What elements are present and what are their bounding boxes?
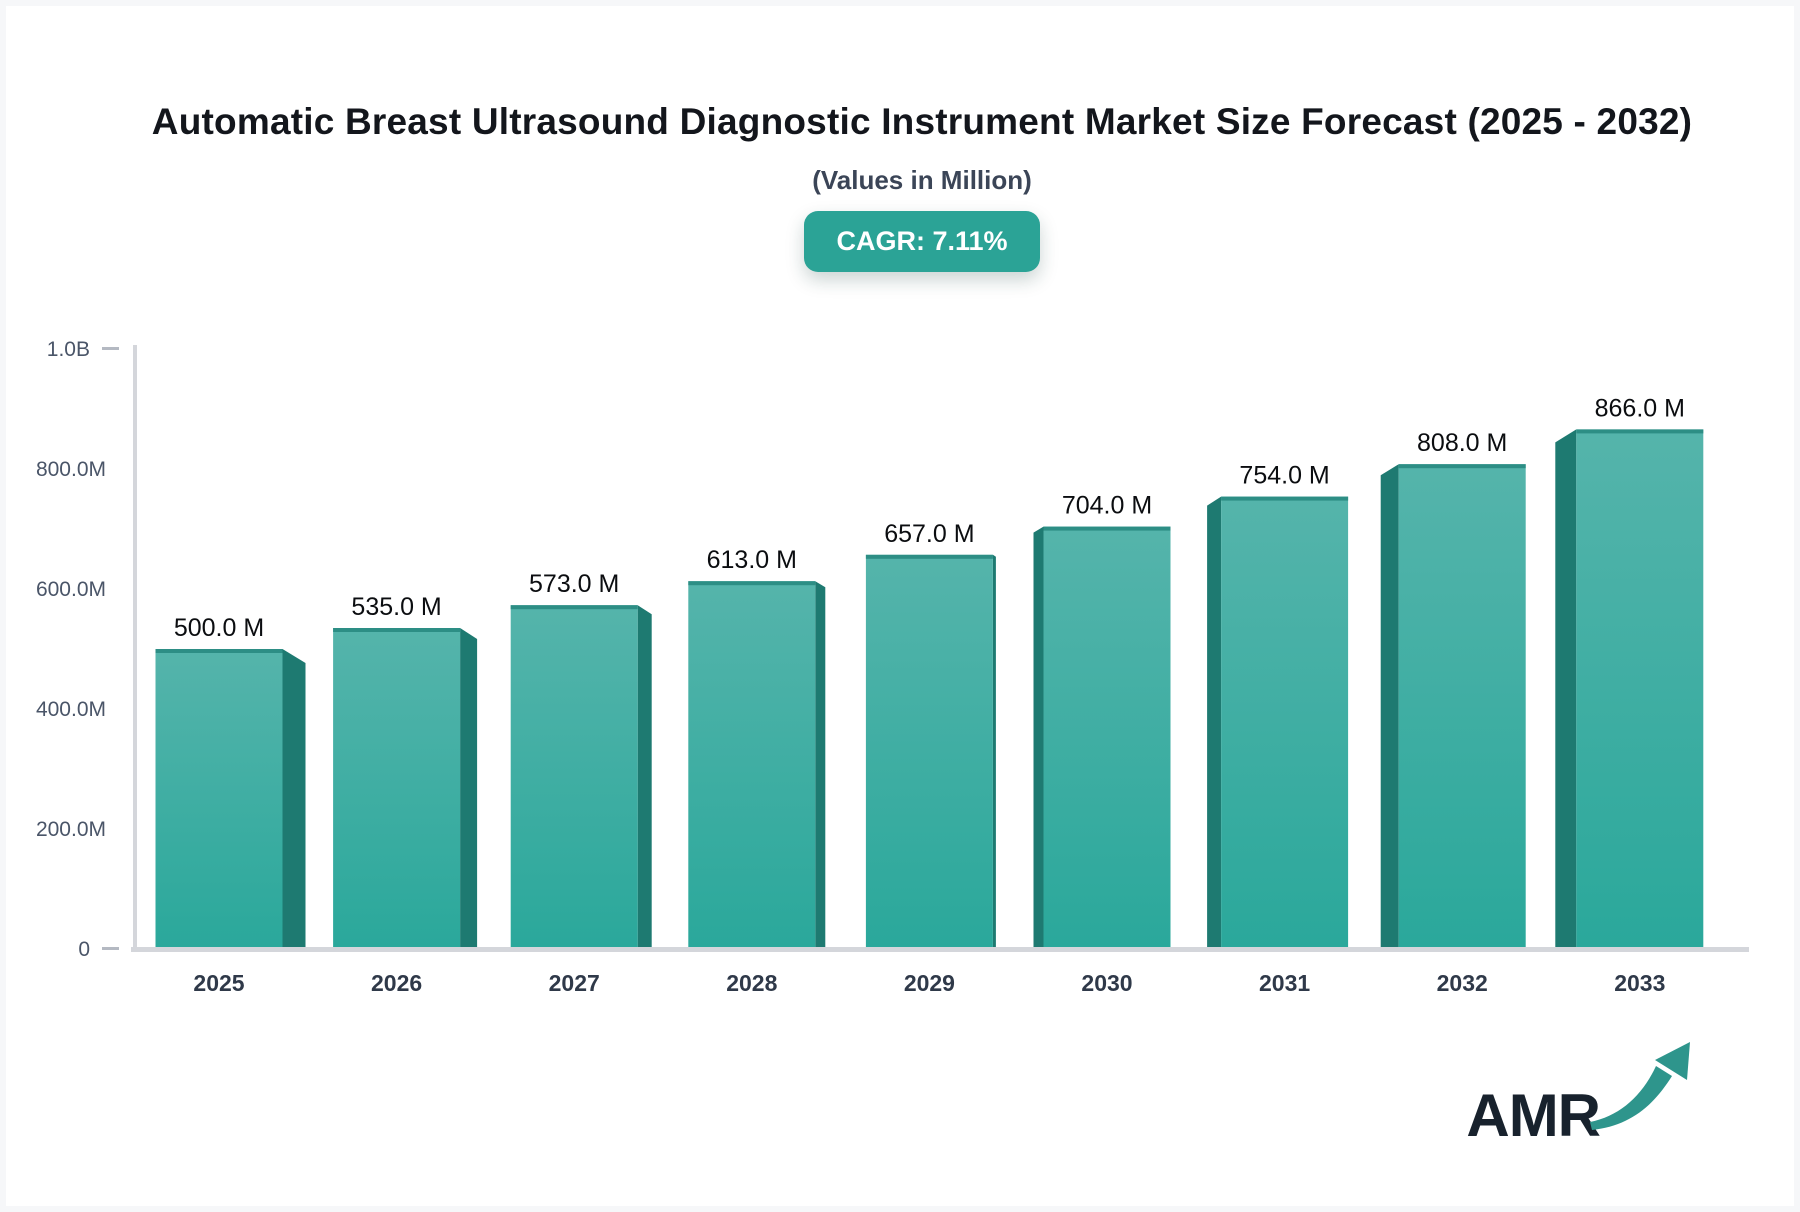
y-tick-label: 800.0M [36, 458, 106, 481]
bar-value-label: 657.0 M [884, 520, 974, 548]
bar-value-label: 754.0 M [1239, 462, 1329, 490]
bar-group-2025: 500.0 M 2025 [155, 614, 306, 996]
bar-group-2026: 535.0 M 2026 [333, 593, 478, 996]
x-tick-label: 2030 [1081, 970, 1132, 996]
y-tick-label: 0 [78, 938, 90, 961]
bar-side-face [1033, 526, 1044, 949]
bar-side-face [460, 628, 478, 949]
chart-header: Automatic Breast Ultrasound Diagnostic I… [50, 98, 1794, 272]
bar[interactable] [865, 554, 993, 949]
bar-chart: 1.0B 800.0M 600.0M 400.0M 200.0M 0 500.0 M 2025… [36, 338, 1749, 996]
bar-top-edge [155, 649, 283, 653]
chart-title: Automatic Breast Ultrasound Diagnostic I… [151, 101, 1693, 142]
bar-group-2029: 657.0 M 2029 [865, 520, 996, 996]
bar-value-label: 704.0 M [1062, 492, 1152, 520]
bar-top-edge [865, 554, 993, 559]
bar-group-2031: 754.0 M 2031 [1207, 462, 1349, 996]
amr-logo-text: AMR [1466, 1082, 1601, 1149]
y-tick-label: 1.0B [47, 338, 90, 361]
y-tick-label: 400.0M [36, 698, 106, 721]
y-tick-dash [102, 347, 119, 350]
bar-value-label: 535.0 M [351, 593, 441, 621]
bar-side-face [1207, 496, 1222, 949]
x-axis-line [131, 947, 1749, 952]
y-tick-label: 600.0M [36, 578, 106, 601]
x-tick-label: 2025 [193, 970, 244, 996]
amr-logo: AMR [1466, 1038, 1698, 1150]
bar-side-face [992, 554, 996, 949]
bar[interactable] [1221, 496, 1349, 949]
x-tick-label: 2026 [371, 970, 422, 996]
bar[interactable] [155, 649, 283, 949]
bar[interactable] [1576, 429, 1704, 949]
cagr-badge: CAGR: 7.11% [804, 210, 1040, 272]
bar-group-2028: 613.0 M 2028 [688, 546, 826, 996]
bar-top-edge [1576, 429, 1704, 434]
bar-side-face [815, 581, 826, 949]
chart-card: Automatic Breast Ultrasound Diagnostic I… [6, 6, 1794, 1206]
bar-top-edge [1221, 496, 1349, 501]
bar[interactable] [1043, 526, 1171, 949]
x-tick-label: 2031 [1259, 970, 1310, 996]
x-tick-label: 2033 [1614, 970, 1665, 996]
x-tick-label: 2027 [549, 970, 600, 996]
bar-top-edge [510, 605, 638, 610]
amr-logo-arrow-icon [1590, 1042, 1690, 1130]
bar-top-edge [333, 628, 461, 632]
y-tick-label: 200.0M [36, 818, 106, 841]
bar-side-face [1555, 429, 1577, 949]
x-tick-label: 2028 [726, 970, 777, 996]
y-axis-line [133, 345, 137, 949]
bar[interactable] [333, 628, 461, 949]
bar-top-edge [1398, 464, 1526, 469]
bar-side-face [637, 605, 652, 949]
bar[interactable] [510, 605, 638, 949]
bar-group-2027: 573.0 M 2027 [510, 570, 652, 996]
bar-group-2030: 704.0 M 2030 [1033, 492, 1171, 996]
bar-value-label: 866.0 M [1595, 394, 1685, 422]
bar-value-label: 500.0 M [174, 614, 264, 642]
bar-value-label: 808.0 M [1417, 429, 1507, 457]
bar-top-edge [688, 581, 816, 586]
y-tick-dash [102, 947, 119, 950]
x-tick-label: 2029 [904, 970, 955, 996]
bar[interactable] [1398, 464, 1526, 949]
bar-group-2032: 808.0 M 2032 [1380, 429, 1526, 996]
bar[interactable] [688, 581, 816, 949]
bar-value-label: 613.0 M [707, 546, 797, 574]
x-tick-label: 2032 [1437, 970, 1488, 996]
bar-top-edge [1043, 526, 1171, 531]
bar-side-face [282, 649, 306, 949]
chart-subtitle: (Values in Million) [812, 164, 1032, 195]
bar-side-face [1380, 464, 1399, 949]
bar-group-2033: 866.0 M 2033 [1555, 394, 1704, 996]
bar-value-label: 573.0 M [529, 570, 619, 598]
